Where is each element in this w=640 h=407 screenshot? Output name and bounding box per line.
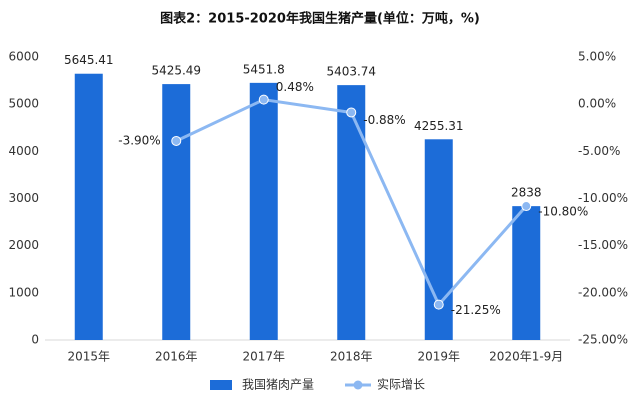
y2-tick-label: -25.00% bbox=[578, 333, 628, 347]
y2-tick-label: -20.00% bbox=[578, 285, 628, 299]
bar bbox=[337, 85, 366, 340]
line-point bbox=[346, 107, 357, 118]
line-value-label: -21.25% bbox=[451, 303, 501, 317]
bar bbox=[249, 82, 278, 341]
y-tick-label: 0 bbox=[31, 333, 39, 347]
line-value-label: -10.80% bbox=[538, 205, 588, 219]
bar bbox=[424, 139, 453, 340]
bar-value-label: 5403.74 bbox=[326, 65, 376, 79]
chart-title: 图表2：2015-2020年我国生猪产量(单位：万吨，%) bbox=[160, 11, 480, 27]
x-tick-label: 2019年 bbox=[417, 350, 460, 364]
x-tick-label: 2020年1-9月 bbox=[489, 350, 563, 364]
bar bbox=[512, 206, 541, 340]
bar-value-label: 4255.31 bbox=[414, 119, 464, 133]
bar bbox=[162, 84, 191, 341]
x-tick-label: 2018年 bbox=[330, 350, 373, 364]
bar-value-label: 5451.8 bbox=[243, 62, 285, 76]
x-tick-label: 2015年 bbox=[67, 350, 110, 364]
bar bbox=[74, 73, 103, 341]
y2-tick-label: -15.00% bbox=[578, 238, 628, 252]
y-tick-label: 4000 bbox=[8, 144, 39, 158]
bar-value-label: 5425.49 bbox=[151, 64, 201, 78]
x-tick-label: 2016年 bbox=[155, 350, 198, 364]
y-tick-label: 3000 bbox=[8, 191, 39, 205]
line-point bbox=[258, 94, 269, 105]
line-point bbox=[433, 299, 444, 310]
bar-value-label: 5645.41 bbox=[64, 53, 114, 67]
y2-tick-label: -10.00% bbox=[578, 191, 628, 205]
bar-value-label: 2838 bbox=[511, 186, 542, 200]
line-value-label: -0.88% bbox=[363, 113, 405, 127]
x-tick-label: 2017年 bbox=[242, 350, 285, 364]
legend-label: 实际增长 bbox=[377, 377, 425, 392]
line-value-label: 0.48% bbox=[276, 80, 314, 94]
y2-tick-label: 0.00% bbox=[578, 97, 616, 111]
legend-swatch bbox=[353, 380, 363, 390]
y-tick-label: 2000 bbox=[8, 238, 39, 252]
legend-label: 我国猪肉产量 bbox=[242, 378, 314, 392]
y-tick-label: 5000 bbox=[8, 97, 39, 111]
y-tick-label: 1000 bbox=[8, 285, 39, 299]
y-tick-label: 6000 bbox=[8, 50, 39, 64]
line-value-label: -3.90% bbox=[118, 133, 160, 147]
y2-tick-label: -5.00% bbox=[578, 144, 620, 158]
legend-swatch bbox=[210, 380, 232, 390]
y2-tick-label: 5.00% bbox=[578, 50, 616, 64]
line-point bbox=[521, 201, 532, 212]
line-point bbox=[171, 135, 182, 146]
